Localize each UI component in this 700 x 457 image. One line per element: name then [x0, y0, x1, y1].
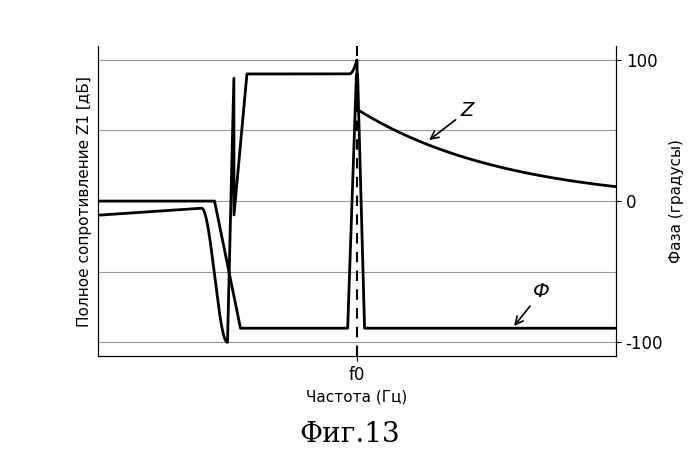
X-axis label: Частота (Гц): Частота (Гц) [307, 390, 407, 405]
Text: Ф: Ф [515, 282, 550, 324]
Y-axis label: Полное сопротивление Z1 [дБ]: Полное сопротивление Z1 [дБ] [78, 76, 92, 326]
Y-axis label: Фаза (градусы): Фаза (градусы) [668, 139, 684, 263]
Text: Фиг.13: Фиг.13 [300, 421, 400, 448]
Text: Z: Z [430, 101, 474, 139]
